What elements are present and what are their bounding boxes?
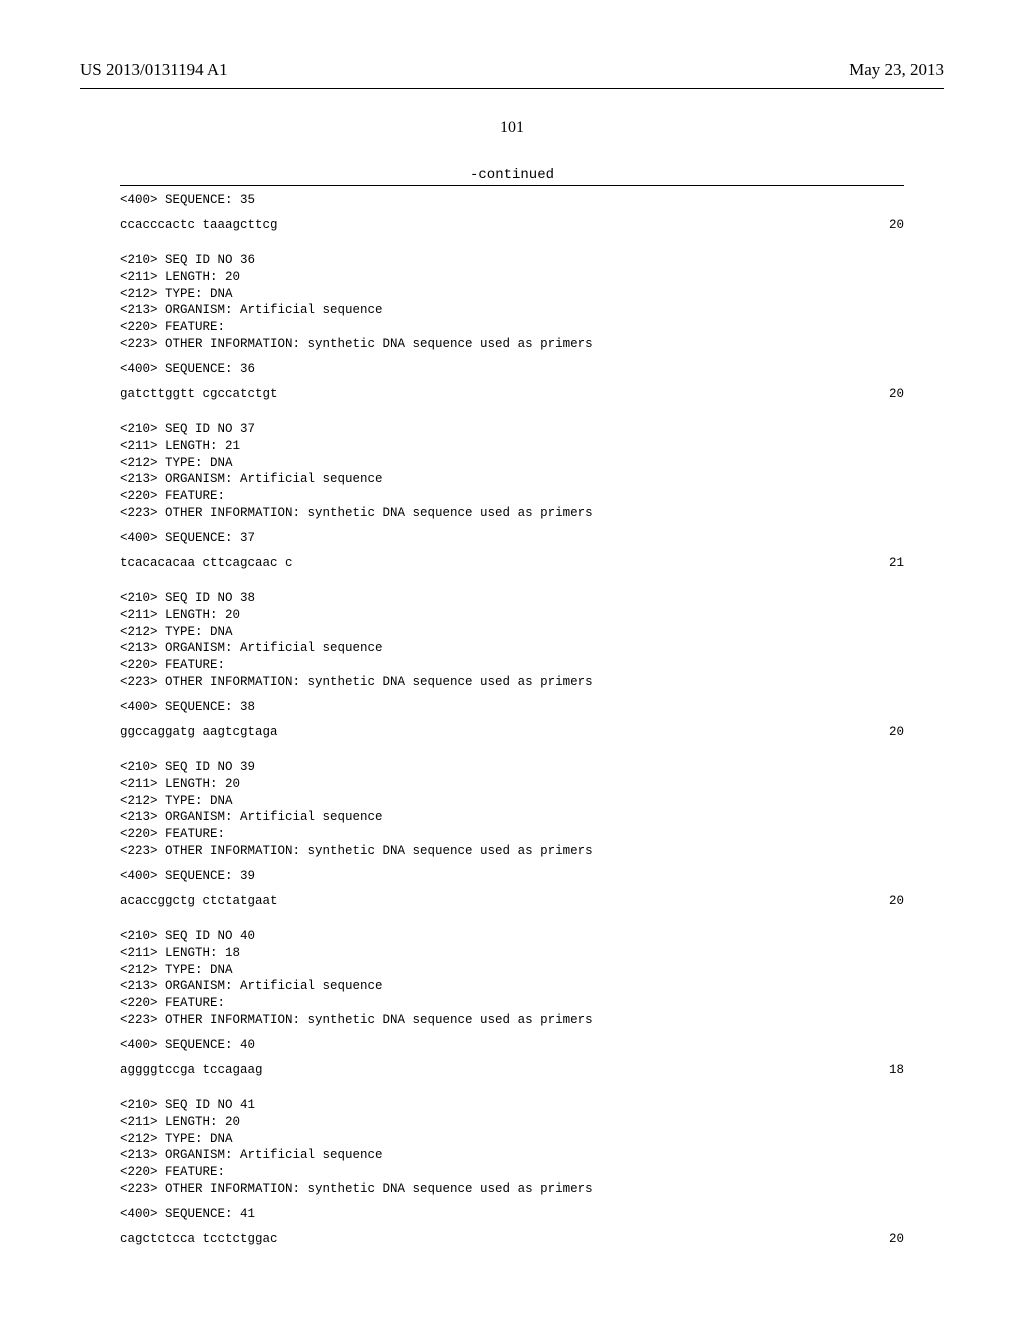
seq-header-line: <220> FEATURE: <box>120 319 904 336</box>
seq-header-line: <212> TYPE: DNA <box>120 455 904 472</box>
seq-header-line: <212> TYPE: DNA <box>120 1131 904 1148</box>
seq-row: ccacccactc taaagcttcg 20 <box>120 217 904 234</box>
seq-len: 20 <box>889 1231 904 1248</box>
seq-header-line: <211> LENGTH: 21 <box>120 438 904 455</box>
seq-entry: <210> SEQ ID NO 41 <211> LENGTH: 20 <212… <box>120 1097 904 1198</box>
seq-entry: <210> SEQ ID NO 36 <211> LENGTH: 20 <212… <box>120 252 904 353</box>
seq-len: 20 <box>889 386 904 403</box>
seq-text: gatcttggtt cgccatctgt <box>120 386 278 403</box>
seq-entry: <210> SEQ ID NO 38 <211> LENGTH: 20 <212… <box>120 590 904 691</box>
seq-header-line: <210> SEQ ID NO 37 <box>120 421 904 438</box>
seq-header-line: <211> LENGTH: 20 <box>120 1114 904 1131</box>
seq-len: 20 <box>889 724 904 741</box>
seq-header-line: <211> LENGTH: 20 <box>120 269 904 286</box>
seq-header-line: <223> OTHER INFORMATION: synthetic DNA s… <box>120 505 904 522</box>
seq-pre: <400> SEQUENCE: 39 <box>120 868 904 885</box>
seq-pre-wrap: <400> SEQUENCE: 40 <box>120 1037 904 1054</box>
seq-header-line: <212> TYPE: DNA <box>120 624 904 641</box>
seq-pre-wrap: <400> SEQUENCE: 41 <box>120 1206 904 1223</box>
seq-text: tcacacacaa cttcagcaac c <box>120 555 293 572</box>
seq-header-line: <213> ORGANISM: Artificial sequence <box>120 978 904 995</box>
seq-pre: <400> SEQUENCE: 38 <box>120 699 904 716</box>
seq-entry: <400> SEQUENCE: 35 <box>120 192 904 209</box>
page-number: 101 <box>80 119 944 137</box>
seq-entry: <210> SEQ ID NO 40 <211> LENGTH: 18 <212… <box>120 928 904 1029</box>
seq-text: ggccaggatg aagtcgtaga <box>120 724 278 741</box>
seq-pre: <400> SEQUENCE: 37 <box>120 530 904 547</box>
seq-text: acaccggctg ctctatgaat <box>120 893 278 910</box>
seq-header-line: <212> TYPE: DNA <box>120 962 904 979</box>
seq-header-line: <223> OTHER INFORMATION: synthetic DNA s… <box>120 674 904 691</box>
seq-row: aggggtccga tccagaag 18 <box>120 1062 904 1079</box>
seq-header-line: <213> ORGANISM: Artificial sequence <box>120 809 904 826</box>
seq-header-line: <210> SEQ ID NO 40 <box>120 928 904 945</box>
publication-number: US 2013/0131194 A1 <box>80 60 228 80</box>
seq-len: 20 <box>889 217 904 234</box>
seq-row: tcacacacaa cttcagcaac c 21 <box>120 555 904 572</box>
seq-entry: <210> SEQ ID NO 37 <211> LENGTH: 21 <212… <box>120 421 904 522</box>
seq-row: acaccggctg ctctatgaat 20 <box>120 893 904 910</box>
seq-text: ccacccactc taaagcttcg <box>120 217 278 234</box>
seq-row: gatcttggtt cgccatctgt 20 <box>120 386 904 403</box>
seq-pre-wrap: <400> SEQUENCE: 38 <box>120 699 904 716</box>
seq-pre-wrap: <400> SEQUENCE: 36 <box>120 361 904 378</box>
seq-entry: <210> SEQ ID NO 39 <211> LENGTH: 20 <212… <box>120 759 904 860</box>
seq-header-line: <212> TYPE: DNA <box>120 286 904 303</box>
seq-header-line: <220> FEATURE: <box>120 657 904 674</box>
seq-header-line: <223> OTHER INFORMATION: synthetic DNA s… <box>120 336 904 353</box>
page-header: US 2013/0131194 A1 May 23, 2013 <box>80 60 944 80</box>
seq-pre: <400> SEQUENCE: 35 <box>120 192 904 209</box>
seq-header-line: <213> ORGANISM: Artificial sequence <box>120 1147 904 1164</box>
sequence-listing: -continued <400> SEQUENCE: 35 ccacccactc… <box>120 167 904 1248</box>
seq-header-line: <211> LENGTH: 20 <box>120 776 904 793</box>
seq-pre: <400> SEQUENCE: 41 <box>120 1206 904 1223</box>
seq-header-line: <210> SEQ ID NO 36 <box>120 252 904 269</box>
listing-top-rule <box>120 185 904 186</box>
page: US 2013/0131194 A1 May 23, 2013 101 -con… <box>0 0 1024 1320</box>
seq-header-line: <213> ORGANISM: Artificial sequence <box>120 640 904 657</box>
seq-row: ggccaggatg aagtcgtaga 20 <box>120 724 904 741</box>
seq-pre-wrap: <400> SEQUENCE: 37 <box>120 530 904 547</box>
seq-header-line: <223> OTHER INFORMATION: synthetic DNA s… <box>120 843 904 860</box>
seq-text: aggggtccga tccagaag <box>120 1062 263 1079</box>
seq-len: 21 <box>889 555 904 572</box>
seq-header-line: <210> SEQ ID NO 39 <box>120 759 904 776</box>
seq-text: cagctctcca tcctctggac <box>120 1231 278 1248</box>
seq-header-line: <213> ORGANISM: Artificial sequence <box>120 302 904 319</box>
seq-header-line: <223> OTHER INFORMATION: synthetic DNA s… <box>120 1012 904 1029</box>
seq-row: cagctctcca tcctctggac 20 <box>120 1231 904 1248</box>
seq-pre: <400> SEQUENCE: 36 <box>120 361 904 378</box>
seq-len: 18 <box>889 1062 904 1079</box>
seq-header-line: <212> TYPE: DNA <box>120 793 904 810</box>
header-rule <box>80 88 944 89</box>
seq-header-line: <210> SEQ ID NO 38 <box>120 590 904 607</box>
seq-pre-wrap: <400> SEQUENCE: 39 <box>120 868 904 885</box>
seq-header-line: <211> LENGTH: 20 <box>120 607 904 624</box>
seq-header-line: <211> LENGTH: 18 <box>120 945 904 962</box>
continued-label: -continued <box>120 167 904 183</box>
seq-len: 20 <box>889 893 904 910</box>
seq-header-line: <220> FEATURE: <box>120 826 904 843</box>
seq-header-line: <220> FEATURE: <box>120 488 904 505</box>
seq-header-line: <213> ORGANISM: Artificial sequence <box>120 471 904 488</box>
seq-header-line: <223> OTHER INFORMATION: synthetic DNA s… <box>120 1181 904 1198</box>
publication-date: May 23, 2013 <box>849 60 944 80</box>
seq-pre: <400> SEQUENCE: 40 <box>120 1037 904 1054</box>
seq-header-line: <220> FEATURE: <box>120 995 904 1012</box>
seq-header-line: <210> SEQ ID NO 41 <box>120 1097 904 1114</box>
seq-header-line: <220> FEATURE: <box>120 1164 904 1181</box>
